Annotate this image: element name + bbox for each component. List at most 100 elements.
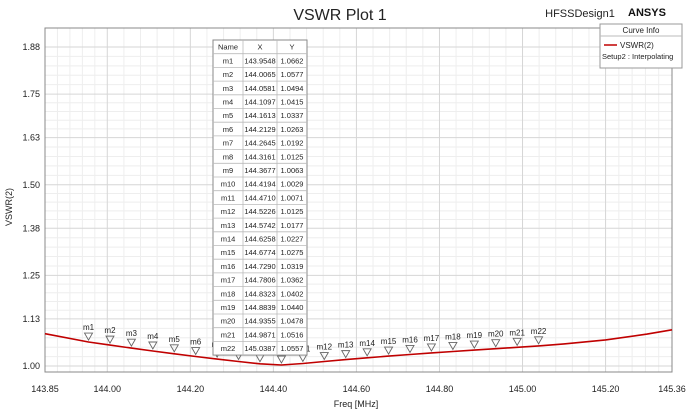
table-cell-y: 1.0063 [281, 166, 304, 175]
ansys-logo: ANSYS [628, 7, 666, 19]
x-tick-label: 145.20 [592, 384, 620, 394]
y-tick-label: 1.00 [22, 361, 40, 371]
marker-m4[interactable]: m4 [147, 332, 159, 350]
table-cell-y: 1.0319 [281, 262, 304, 271]
table-cell-name: m9 [223, 166, 233, 175]
table-cell-y: 1.0440 [281, 303, 304, 312]
marker-triangle-icon [126, 338, 137, 348]
grid-lines [44, 28, 673, 372]
marker-triangle-icon [169, 344, 180, 353]
table-cell-x: 144.8839 [244, 303, 275, 312]
table-cell-y: 1.0263 [281, 125, 304, 134]
marker-triangle-icon [490, 339, 501, 348]
table-cell-y: 1.0557 [281, 344, 304, 353]
vswr-series-line [44, 329, 673, 366]
marker-m3[interactable]: m3 [126, 329, 138, 348]
table-cell-y: 1.0337 [281, 111, 304, 120]
marker-label: m17 [424, 334, 440, 343]
marker-m22[interactable]: m22 [531, 327, 547, 345]
marker-m14[interactable]: m14 [359, 339, 375, 357]
table-cell-y: 1.0227 [281, 235, 304, 244]
table-cell-name: m1 [223, 56, 233, 65]
table-cell-x: 144.7806 [244, 276, 275, 285]
table-cell-x: 144.3677 [244, 166, 275, 175]
marker-m13[interactable]: m13 [338, 341, 354, 359]
y-tick-label: 1.25 [22, 270, 40, 280]
y-tick-label: 1.50 [22, 180, 40, 190]
marker-m17[interactable]: m17 [424, 334, 440, 352]
table-cell-x: 144.4710 [244, 193, 275, 202]
marker-label: m1 [83, 323, 95, 332]
marker-m21[interactable]: m21 [509, 328, 525, 347]
marker-triangle-icon [276, 355, 287, 364]
marker-triangle-icon [448, 342, 458, 351]
marker-triangle-icon [340, 350, 351, 359]
table-cell-y: 1.0125 [281, 207, 304, 216]
table-cell-name: m20 [221, 317, 236, 326]
table-cell-name: m5 [223, 111, 233, 120]
y-tick-label: 1.88 [22, 42, 40, 52]
table-cell-name: m21 [221, 330, 236, 339]
table-cell-x: 144.3161 [244, 152, 275, 161]
marker-triangle-icon [426, 343, 437, 352]
table-header-cell: Name [218, 43, 238, 52]
curve-layer [44, 329, 673, 366]
table-header-cell: Y [289, 43, 294, 52]
x-tick-label: 144.60 [343, 384, 371, 394]
table-cell-name: m13 [221, 221, 236, 230]
x-tick-label: 144.00 [94, 384, 122, 394]
table-cell-x: 144.9871 [244, 330, 275, 339]
y-tick-label: 1.13 [22, 314, 40, 324]
marker-m5[interactable]: m5 [169, 335, 181, 353]
table-cell-y: 1.0275 [281, 248, 304, 257]
table-cell-y: 1.0577 [281, 70, 304, 79]
table-cell-y: 1.0029 [281, 180, 304, 189]
table-cell-name: m4 [223, 98, 233, 107]
table-cell-name: m2 [223, 70, 233, 79]
table-cell-x: 144.2645 [244, 139, 275, 148]
marker-table-box [212, 39, 308, 356]
table-cell-name: m18 [221, 289, 236, 298]
table-cell-name: m16 [221, 262, 236, 271]
marker-label: m22 [531, 327, 547, 336]
table-cell-x: 144.8323 [244, 289, 275, 298]
x-tick-label: 145.36 [658, 384, 686, 394]
marker-m2[interactable]: m2 [104, 326, 116, 345]
marker-m19[interactable]: m19 [467, 331, 483, 350]
marker-label: m16 [402, 335, 418, 344]
table-cell-x: 144.4194 [244, 180, 275, 189]
marker-label: m19 [467, 331, 483, 340]
marker-triangle-icon [319, 352, 330, 361]
marker-triangle-icon [190, 347, 201, 356]
table-cell-name: m3 [223, 84, 233, 93]
marker-label: m18 [445, 332, 461, 341]
marker-label: m2 [104, 326, 116, 335]
marker-m6[interactable]: m6 [190, 338, 202, 356]
marker-triangle-icon [148, 341, 158, 350]
marker-label: m3 [126, 329, 138, 338]
marker-m16[interactable]: m16 [402, 335, 418, 354]
marker-m15[interactable]: m15 [381, 337, 397, 355]
marker-m20[interactable]: m20 [488, 330, 504, 348]
table-cell-y: 1.0662 [281, 56, 304, 65]
table-cell-y: 1.0494 [281, 84, 304, 93]
marker-label: m4 [147, 332, 159, 341]
table-cell-x: 144.2129 [244, 125, 275, 134]
marker-label: m15 [381, 337, 397, 346]
table-cell-name: m11 [221, 193, 235, 202]
legend-subtitle: Setup2 : Interpolating [602, 52, 673, 61]
table-cell-y: 1.0415 [281, 98, 304, 107]
table-cell-y: 1.0125 [281, 152, 304, 161]
table-cell-x: 144.0581 [244, 84, 275, 93]
table-cell-x: 144.0065 [244, 70, 275, 79]
marker-triangle-icon [405, 345, 415, 354]
y-tick-label: 1.38 [22, 223, 40, 233]
marker-m1[interactable]: m1 [83, 323, 95, 341]
marker-label: m6 [190, 338, 202, 347]
table-cell-name: m22 [221, 344, 236, 353]
marker-m12[interactable]: m12 [317, 343, 333, 361]
marker-m18[interactable]: m18 [445, 332, 461, 351]
marker-label: m14 [359, 339, 375, 348]
